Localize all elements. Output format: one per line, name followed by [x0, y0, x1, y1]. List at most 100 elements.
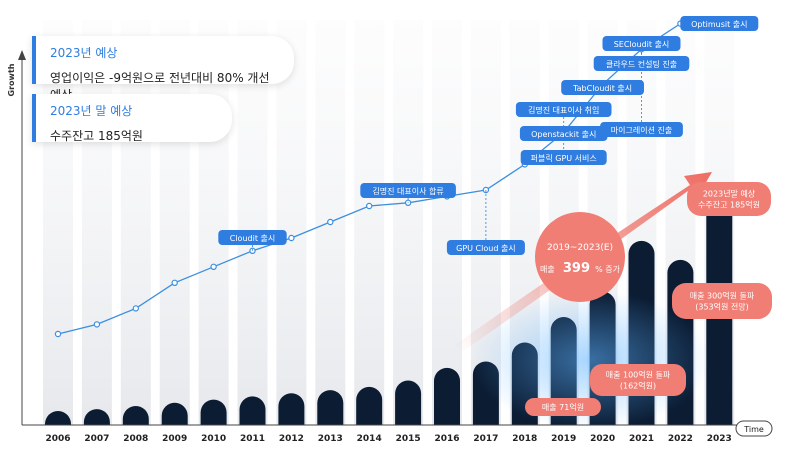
growth-bubble-value: 399: [563, 261, 590, 276]
milestone-box: [561, 80, 644, 95]
milestone-tag: GPU Cloud 출시: [446, 190, 525, 255]
revenue-note-line: 매출 100억원 돌파: [606, 370, 671, 380]
revenue-note-line: (353억원 전망): [695, 302, 749, 312]
milestone-label: Cloudit 출시: [230, 233, 275, 243]
revenue-note: 매출 100억원 돌파(162억원): [590, 364, 686, 396]
growth-bubble-prefix: 매출: [540, 264, 555, 274]
revenue-note: 매출 71억원: [525, 398, 601, 416]
bar-2011: [239, 396, 266, 425]
milestone-box: [515, 102, 612, 117]
x-tick-label: 2018: [512, 434, 537, 444]
x-tick-label: 2013: [318, 434, 343, 444]
milestone-box: [593, 56, 690, 71]
revenue-note-box: [687, 182, 771, 216]
line-point-2008: [132, 305, 139, 312]
x-tick-label: 2019: [551, 434, 576, 444]
bar-2006: [45, 411, 71, 425]
milestone-box: [520, 150, 607, 165]
milestone-tag: 김명진 대표이사 합류: [360, 183, 456, 203]
info-box-operating-profit: 2023년 예상 영업이익은 -9억원으로 전년대비 80% 개선 예상: [32, 36, 294, 102]
milestone-tag: 김명진 대표이사 취임: [515, 102, 612, 133]
revenue-note-line: 2023년말 예상: [703, 189, 756, 199]
milestone-tag: TabCloudit 출시: [561, 80, 644, 95]
bar-2015: [395, 380, 422, 425]
x-tick-label: 2006: [45, 434, 70, 444]
milestone-tag: 마이그레이션 진출: [600, 49, 683, 137]
growth-line: [57, 22, 720, 335]
bar-2014: [356, 386, 383, 425]
milestone-box: [680, 16, 759, 31]
column-stripe: [354, 20, 385, 425]
milestone-tag: Cloudit 출시: [218, 230, 287, 251]
bar-2016: [434, 367, 460, 425]
milestone-tag: 퍼블릭 GPU 서비스: [520, 132, 607, 165]
x-tick-label: 2010: [201, 434, 226, 444]
line-point-2012: [288, 234, 295, 242]
bar-2013: [317, 390, 344, 425]
growth-bubble-suffix: % 증가: [595, 265, 621, 274]
line-point-2009: [171, 279, 178, 286]
revenue-note-line: 수주잔고 185억원: [698, 200, 760, 210]
growth-bubble-period: 2019~2023(E): [547, 243, 613, 253]
info-box-text: 수주잔고 185억원: [50, 129, 143, 143]
y-axis-arrowhead: [18, 50, 26, 60]
line-point-2014: [366, 202, 373, 210]
milestone-box: [602, 36, 681, 51]
revenue-note-line: (162억원): [620, 381, 656, 391]
x-tick-label: 2008: [123, 434, 148, 444]
column-stripe: [276, 20, 307, 425]
info-box-title: 2023년 예상: [50, 46, 118, 60]
column-stripe: [393, 20, 424, 425]
x-axis-time-tag: Time: [735, 420, 773, 437]
milestone-label: Openstackit 출시: [531, 129, 596, 139]
x-tick-label: 2023: [707, 434, 732, 444]
milestone-label: 퍼블릭 GPU 서비스: [531, 153, 597, 163]
column-stripe: [120, 20, 151, 425]
milestone-box: [600, 122, 683, 137]
bar-2009: [161, 402, 188, 425]
x-tick-label: 2020: [590, 434, 615, 444]
revenue-note-line: 매출 71억원: [542, 402, 584, 412]
line-point-2010: [210, 263, 217, 270]
bar-2008: [122, 405, 149, 425]
revenue-note: 매출 300억원 돌파(353억원 전망): [672, 283, 772, 319]
x-tick-label: 2014: [357, 434, 382, 444]
column-stripe: [43, 20, 73, 425]
column-stripe: [198, 20, 229, 425]
milestone-tag: SECloudit 출시: [602, 36, 681, 51]
milestone-box: [446, 240, 525, 255]
bar-2012: [278, 393, 305, 425]
milestone-label: 김명진 대표이사 취임: [528, 105, 599, 115]
milestone-box: [218, 230, 287, 245]
x-tick-label: 2012: [279, 434, 304, 444]
growth-bubble: 2019~2023(E) 매출 399 % 증가: [535, 212, 625, 302]
x-tick-label: 2007: [84, 434, 109, 444]
x-tick-label: 2015: [396, 434, 421, 444]
revenue-note-box: [525, 398, 601, 416]
milestone-label: SECloudit 출시: [614, 39, 670, 49]
milestone-label: TabCloudit 출시: [572, 83, 632, 93]
column-stripe: [81, 20, 112, 425]
y-axis-label: Growth: [7, 63, 16, 96]
x-tick-label: 2022: [668, 434, 693, 444]
column-stripe: [432, 20, 462, 425]
revenue-note-box: [590, 364, 686, 396]
milestone-label: 김명진 대표이사 합류: [372, 186, 443, 196]
revenue-note-line: 매출 300억원 돌파: [690, 291, 755, 301]
line-point-2007: [93, 321, 101, 328]
revenue-note-box: [672, 283, 772, 319]
milestone-label: 마이그레이션 진출: [611, 125, 672, 135]
x-axis-label: Time: [743, 425, 764, 434]
line-point-2013: [327, 218, 334, 226]
bar-2007: [83, 409, 110, 425]
milestone-box: [519, 126, 608, 141]
milestone-box: [360, 183, 456, 198]
column-stripe: [237, 20, 268, 425]
milestone-tag: Openstackit 출시: [519, 126, 608, 141]
column-stripe: [159, 20, 190, 425]
x-tick-label: 2011: [240, 434, 265, 444]
milestone-tag: Optimusit 출시: [680, 16, 759, 31]
info-box-backlog: 2023년 말 예상 수주잔고 185억원: [32, 94, 232, 143]
